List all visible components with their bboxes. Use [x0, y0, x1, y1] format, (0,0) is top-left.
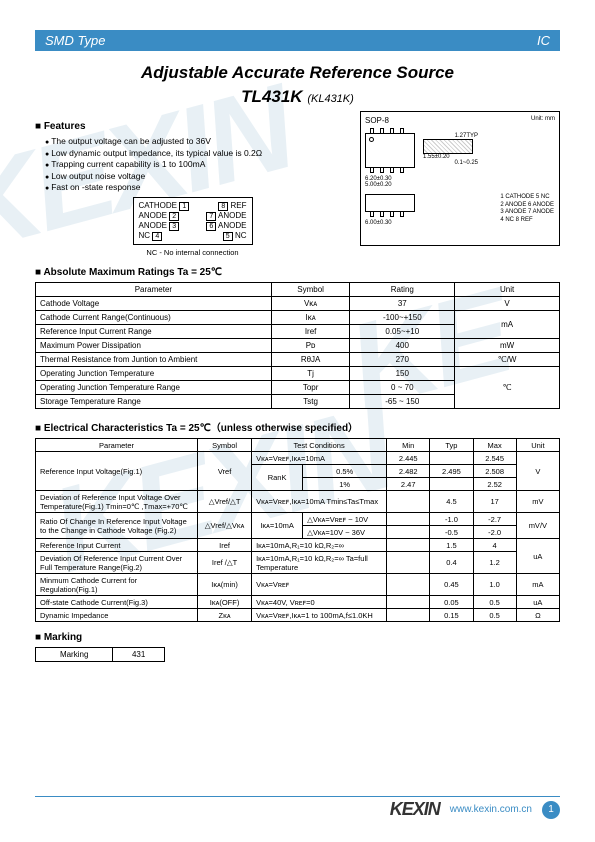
footer: KEXIN www.kexin.com.cn 1 — [390, 799, 560, 820]
marking-table: Marking431 — [35, 647, 165, 662]
feature-item: Low output noise voltage — [45, 171, 350, 181]
features-list: The output voltage can be adjusted to 36… — [35, 136, 350, 192]
title-main: Adjustable Accurate Reference Source — [35, 63, 560, 83]
marking-head: Marking — [35, 632, 560, 643]
footer-url: www.kexin.com.cn — [450, 804, 532, 815]
feature-item: Fast on -state response — [45, 182, 350, 192]
chip-top-view — [365, 133, 415, 168]
header-left: SMD Type — [45, 33, 105, 48]
footer-line — [35, 796, 560, 797]
elec-head: Electrical Characteristics Ta = 25℃（unle… — [35, 419, 560, 434]
pinout-diagram: CATHODE 18 REF ANODE 27 ANODE ANODE 36 A… — [133, 197, 253, 245]
feature-item: The output voltage can be adjusted to 36… — [45, 136, 350, 146]
abs-head: Absolute Maximum Ratings Ta = 25℃ — [35, 267, 560, 278]
header-right: IC — [537, 33, 550, 48]
feature-item: Trapping current capability is 1 to 100m… — [45, 159, 350, 169]
feature-item: Low dynamic output impedance, its typica… — [45, 148, 350, 158]
page-number: 1 — [542, 801, 560, 819]
chip-side-view: 1.27TYP 1.55±0.20 0.1~0.25 — [423, 133, 478, 168]
features-head: Features — [35, 121, 350, 132]
footer-logo: KEXIN — [390, 799, 440, 820]
chip-end-view — [365, 194, 415, 212]
package-diagram: SOP-8 Unit: mm 6.20±0.30 5.00±0.20 1.27T… — [360, 111, 560, 246]
elec-char-table: ParameterSymbolTest ConditionsMinTypMaxU… — [35, 438, 560, 622]
pin-legend: 1 CATHODE 5 NC 2 ANODE 6 ANODE 3 ANODE 7… — [500, 194, 554, 225]
header-bar: SMD Type IC — [35, 30, 560, 51]
nc-note: NC - No internal connection — [35, 248, 350, 257]
title-part: TL431K (KL431K) — [35, 87, 560, 107]
abs-max-table: ParameterSymbolRatingUnit Cathode Voltag… — [35, 282, 560, 409]
